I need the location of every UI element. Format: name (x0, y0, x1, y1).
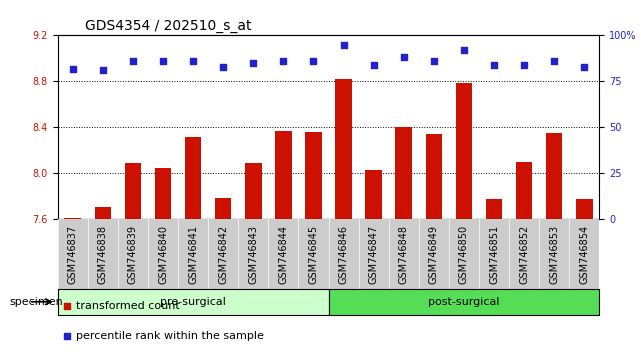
Point (97, 68, 108, 73)
Bar (65, 218, 81, 219)
Bar (516, 162, 533, 219)
Point (188, 58, 198, 64)
Point (67, 66, 78, 72)
Bar (395, 127, 412, 219)
Text: pre-surgical: pre-surgical (160, 297, 226, 307)
Text: GSM746839: GSM746839 (128, 225, 138, 284)
Bar (486, 199, 503, 219)
Bar (305, 132, 322, 219)
Bar (328, 289, 599, 315)
Point (308, 58, 319, 64)
Point (158, 58, 168, 64)
Text: GSM746843: GSM746843 (248, 225, 258, 284)
Bar (426, 135, 442, 219)
Point (489, 62, 499, 68)
Text: GSM746842: GSM746842 (218, 225, 228, 284)
Bar (335, 79, 352, 219)
Text: GSM746854: GSM746854 (579, 225, 589, 284)
Bar (215, 198, 231, 219)
Bar (58, 289, 328, 315)
Point (62, 333, 72, 339)
Point (579, 64, 590, 69)
Bar (576, 199, 592, 219)
Point (429, 58, 439, 64)
Text: transformed count: transformed count (76, 301, 179, 311)
Text: GSM746841: GSM746841 (188, 225, 198, 284)
Text: GSM746847: GSM746847 (369, 225, 379, 284)
Bar (95, 207, 111, 219)
Text: GSM746837: GSM746837 (68, 225, 78, 284)
Bar (185, 137, 201, 219)
Point (369, 62, 379, 68)
Point (62, 303, 72, 309)
Text: GSM746849: GSM746849 (429, 225, 439, 284)
Point (278, 58, 288, 64)
Text: GSM746840: GSM746840 (158, 225, 168, 284)
Text: GSM746846: GSM746846 (338, 225, 349, 284)
Point (128, 58, 138, 64)
Bar (456, 82, 472, 219)
Bar (154, 168, 171, 219)
Text: GSM746851: GSM746851 (489, 225, 499, 284)
Text: GSM746838: GSM746838 (98, 225, 108, 284)
Bar (245, 163, 262, 219)
Point (248, 60, 258, 66)
Bar (124, 163, 141, 219)
Text: GSM746850: GSM746850 (459, 225, 469, 284)
Text: post-surgical: post-surgical (428, 297, 500, 307)
Text: GSM746852: GSM746852 (519, 225, 529, 284)
Bar (365, 170, 382, 219)
Point (399, 55, 409, 60)
Bar (275, 131, 292, 219)
Point (338, 42, 349, 47)
Bar (546, 133, 562, 219)
Text: GSM746853: GSM746853 (549, 225, 559, 284)
Point (459, 47, 469, 53)
Text: GSM746844: GSM746844 (278, 225, 288, 284)
Text: GSM746845: GSM746845 (308, 225, 319, 284)
Point (549, 58, 560, 64)
Point (218, 64, 228, 69)
Text: GDS4354 / 202510_s_at: GDS4354 / 202510_s_at (85, 19, 251, 33)
Point (519, 62, 529, 68)
Text: specimen: specimen (10, 297, 63, 307)
Text: percentile rank within the sample: percentile rank within the sample (76, 331, 263, 341)
Text: GSM746848: GSM746848 (399, 225, 409, 284)
